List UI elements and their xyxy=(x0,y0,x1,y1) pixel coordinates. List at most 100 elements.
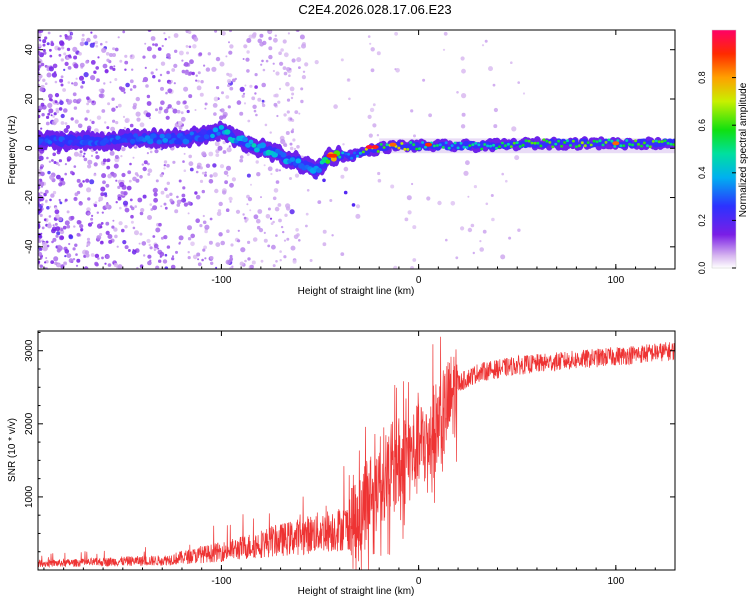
noise-speckle xyxy=(291,92,295,96)
noise-speckle xyxy=(93,34,98,39)
noise-speckle xyxy=(41,226,45,230)
noise-speckle xyxy=(90,217,94,221)
noise-speckle xyxy=(167,104,172,109)
noise-speckle xyxy=(227,84,231,88)
noise-speckle xyxy=(113,65,116,68)
noise-speckle xyxy=(278,218,282,223)
spectrogram-frame xyxy=(37,29,676,270)
noise-speckle xyxy=(264,123,268,127)
noise-speckle xyxy=(148,243,151,247)
noise-speckle xyxy=(153,192,158,197)
noise-speckle xyxy=(261,103,266,108)
snr-panel: -100 0 100 1000 2000 3000 Height of straight … xyxy=(7,330,676,597)
noise-speckle xyxy=(94,201,98,204)
noise-speckle xyxy=(38,194,43,199)
noise-speckle xyxy=(150,71,154,75)
ridge-core xyxy=(403,147,407,151)
noise-speckle xyxy=(138,242,141,245)
noise-speckle xyxy=(46,42,50,46)
noise-speckle xyxy=(279,250,282,253)
noise-speckle xyxy=(239,111,244,116)
noise-speckle xyxy=(79,62,85,68)
noise-speckle xyxy=(299,34,305,40)
noise-speckle xyxy=(55,234,59,238)
noise-speckle xyxy=(184,104,189,110)
ridge-core xyxy=(251,143,257,148)
noise-speckle xyxy=(277,100,281,104)
ridge-core xyxy=(492,143,496,147)
ridge-core xyxy=(610,139,614,143)
noise-speckle xyxy=(64,163,67,166)
noise-speckle xyxy=(123,91,126,94)
noise-speckle xyxy=(45,199,48,203)
noise-speckle xyxy=(261,99,265,103)
noise-speckle xyxy=(285,206,291,211)
noise-speckle xyxy=(192,44,197,49)
noise-speckle xyxy=(59,201,63,205)
noise-speckle xyxy=(160,236,164,240)
noise-speckle xyxy=(298,46,301,50)
noise-speckle xyxy=(294,173,300,178)
noise-speckle xyxy=(289,146,294,151)
noise-speckle xyxy=(67,38,71,41)
noise-speckle xyxy=(333,104,338,109)
noise-speckle xyxy=(355,204,361,209)
noise-speckle xyxy=(289,117,293,121)
noise-speckle xyxy=(243,102,247,105)
noise-speckle xyxy=(263,164,266,167)
noise-speckle xyxy=(104,69,109,74)
noise-speckle xyxy=(187,251,190,254)
noise-speckle xyxy=(204,229,208,234)
ridge-core xyxy=(657,140,661,144)
ridge-core xyxy=(115,135,121,140)
noise-speckle xyxy=(162,259,168,264)
x-tick-label: 100 xyxy=(607,275,624,286)
noise-speckle xyxy=(142,166,147,172)
noise-speckle xyxy=(72,247,76,251)
noise-speckle xyxy=(282,39,287,44)
noise-speckle xyxy=(224,180,229,185)
noise-speckle xyxy=(278,169,281,172)
noise-speckle xyxy=(101,47,107,53)
noise-speckle xyxy=(102,162,105,165)
noise-speckle xyxy=(114,78,118,81)
noise-speckle xyxy=(174,209,179,214)
noise-speckle xyxy=(112,172,117,178)
noise-speckle xyxy=(54,222,58,226)
noise-speckle xyxy=(298,239,301,242)
noise-speckle xyxy=(107,234,113,239)
noise-speckle xyxy=(142,80,145,83)
noise-speckle xyxy=(148,117,151,120)
noise-speckle xyxy=(168,36,171,39)
noise-speckle xyxy=(161,44,164,48)
noise-speckle xyxy=(78,52,82,56)
ridge-core xyxy=(506,142,510,146)
noise-speckle xyxy=(184,70,189,76)
noise-speckle xyxy=(247,240,251,244)
noise-speckle xyxy=(500,254,506,260)
noise-speckle xyxy=(146,101,152,106)
x-tick-label: -100 xyxy=(211,576,231,587)
noise-speckle xyxy=(84,41,89,46)
noise-speckle xyxy=(46,115,50,119)
ridge-core xyxy=(551,145,555,149)
noise-speckle xyxy=(153,243,159,249)
noise-speckle xyxy=(247,119,251,123)
noise-speckle xyxy=(139,232,143,236)
noise-speckle xyxy=(39,181,45,187)
noise-speckle xyxy=(460,226,465,231)
noise-speckle xyxy=(183,100,187,105)
ridge-core xyxy=(571,139,575,143)
noise-speckle xyxy=(292,259,297,264)
noise-speckle xyxy=(204,102,208,106)
noise-speckle xyxy=(284,213,288,217)
noise-speckle xyxy=(450,201,456,206)
noise-speckle xyxy=(204,107,207,110)
noise-speckle xyxy=(124,245,129,250)
noise-speckle xyxy=(228,145,231,148)
noise-speckle xyxy=(219,61,225,67)
noise-speckle xyxy=(115,105,119,109)
noise-speckle xyxy=(54,206,58,210)
noise-speckle xyxy=(58,107,63,111)
noise-speckle xyxy=(113,227,118,232)
